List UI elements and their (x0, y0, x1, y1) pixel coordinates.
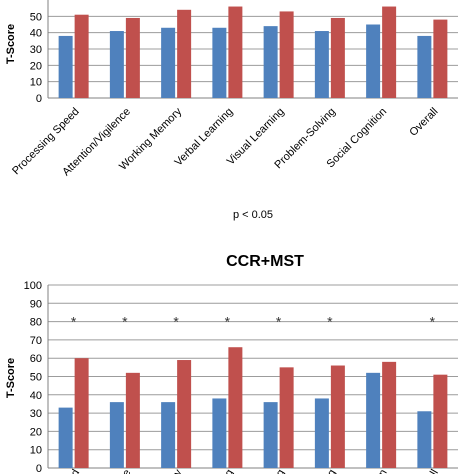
bar-series-2 (74, 14, 89, 99)
significance-star: * (430, 314, 436, 330)
y-tick-label: 100 (24, 280, 42, 292)
bar-series-2 (279, 11, 294, 98)
category-label: y (172, 467, 185, 474)
bar-series-1 (314, 31, 329, 98)
bar-series-1 (366, 24, 381, 98)
significance-note: p < 0.05 (233, 209, 273, 221)
category-label: ll (428, 468, 441, 474)
category-label: g (325, 468, 338, 474)
bottom-gridlines (47, 284, 458, 469)
bar-series-1 (417, 35, 432, 98)
y-tick-label: 70 (30, 335, 42, 347)
bar-series-2 (330, 17, 345, 98)
top-gridlines (47, 0, 458, 99)
bottom-significance-stars: * * * * * * * (71, 314, 436, 330)
chart-bottom: CCR+MST T-Score 0 10 20 30 40 50 60 70 80 90 100 *… (5, 253, 458, 474)
bar-series-2 (125, 17, 140, 98)
bar-series-1 (263, 402, 278, 468)
bar-series-2 (74, 358, 89, 468)
y-tick-label: 20 (30, 60, 42, 72)
category-label: g (274, 468, 287, 474)
bar-series-2 (228, 347, 243, 468)
bar-series-1 (212, 398, 227, 468)
y-tick-label: 80 (30, 317, 42, 329)
significance-star: * (225, 314, 231, 330)
bar-series-1 (58, 35, 73, 98)
top-y-axis-title: T-Score (5, 24, 17, 64)
significance-star: * (276, 314, 282, 330)
category-label: n (376, 468, 389, 474)
bar-series-1 (58, 407, 73, 468)
category-label: e (120, 468, 133, 474)
bar-series-2 (382, 6, 397, 99)
y-tick-label: 20 (30, 426, 42, 438)
bar-series-1 (109, 31, 124, 98)
y-tick-label: 50 (30, 372, 42, 384)
top-category-labels: Processing SpeedAttention/VigilenceWorki… (10, 105, 440, 178)
significance-star: * (71, 314, 77, 330)
top-y-tick-labels: 0 10 20 30 40 50 (30, 11, 42, 105)
bar-series-1 (314, 398, 329, 468)
chart-top: T-Score 0 10 20 30 40 50 Processing SpeedAtte… (5, 0, 458, 221)
y-tick-label: 40 (30, 28, 42, 40)
y-tick-label: 50 (30, 11, 42, 23)
y-tick-label: 30 (30, 408, 42, 420)
bar-series-1 (212, 27, 227, 99)
y-tick-label: 40 (30, 390, 42, 402)
category-label: Overall (407, 106, 440, 139)
bar-series-1 (417, 411, 432, 468)
category-label: g (223, 468, 236, 474)
bar-series-2 (177, 360, 192, 468)
bar-series-1 (366, 372, 381, 468)
y-tick-label: 90 (30, 298, 42, 310)
bar-series-2 (433, 19, 448, 99)
top-bars (58, 6, 448, 99)
bar-series-1 (263, 26, 278, 99)
y-tick-label: 60 (30, 353, 42, 365)
bar-series-2 (433, 374, 448, 468)
y-tick-label: 0 (36, 93, 42, 105)
y-tick-label: 10 (30, 77, 42, 89)
bottom-chart-title: CCR+MST (226, 253, 304, 270)
bar-series-2 (330, 365, 345, 468)
y-tick-label: 0 (36, 463, 42, 474)
category-label: d (69, 468, 82, 474)
bar-series-2 (228, 6, 243, 99)
bar-series-2 (177, 9, 192, 98)
bottom-y-axis-title: T-Score (5, 358, 17, 398)
bar-series-2 (382, 361, 397, 468)
significance-star: * (122, 314, 128, 330)
bar-series-2 (279, 367, 294, 468)
bottom-category-labels: d e y g g g n ll (69, 467, 441, 474)
bar-series-1 (161, 27, 176, 99)
bar-series-2 (125, 372, 140, 468)
bar-series-1 (109, 402, 124, 468)
y-tick-label: 10 (30, 445, 42, 457)
bottom-y-tick-labels: 0 10 20 30 40 50 60 70 80 90 100 (24, 280, 42, 474)
bar-series-1 (161, 402, 176, 468)
significance-star: * (173, 314, 179, 330)
significance-star: * (327, 314, 333, 330)
y-tick-label: 30 (30, 44, 42, 56)
bottom-bars (58, 347, 448, 468)
